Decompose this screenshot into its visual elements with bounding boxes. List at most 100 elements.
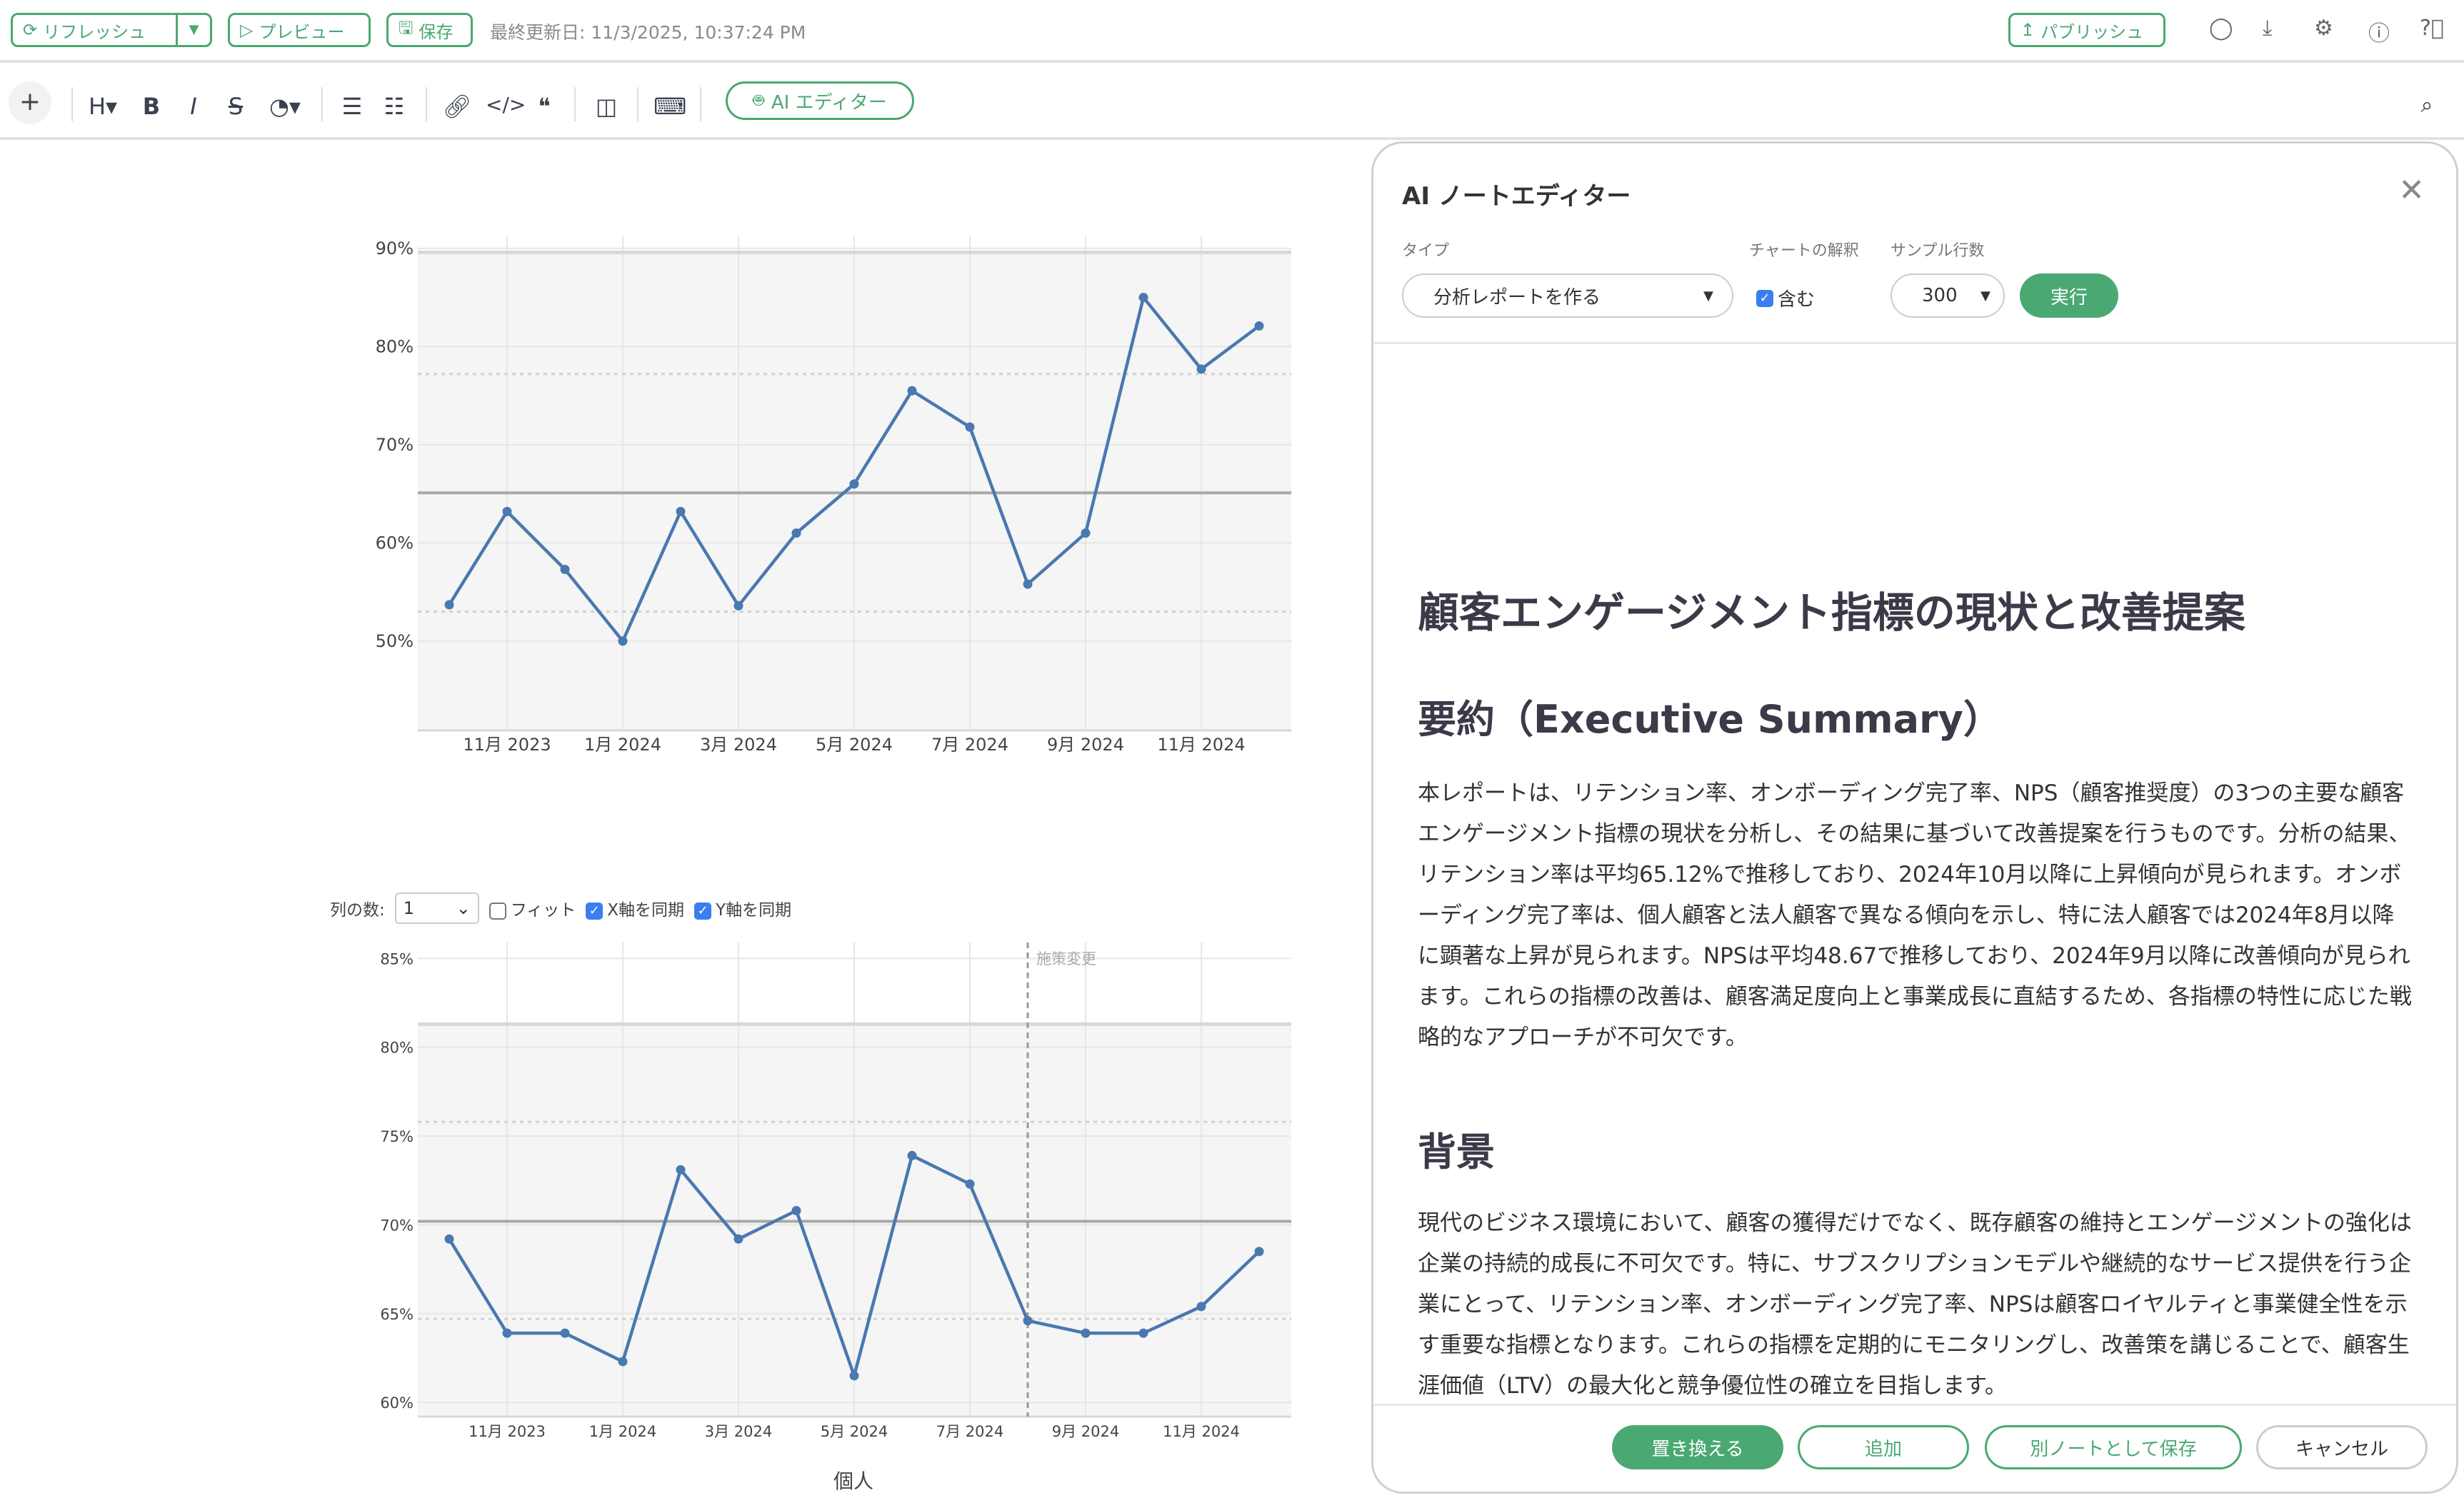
columns-icon[interactable]: ◫ <box>595 93 618 120</box>
bullet-list-icon[interactable]: ☰ <box>341 93 363 120</box>
panel-title: AI ノートエディター <box>1402 182 1631 211</box>
x-axis-label: 個人 <box>833 1469 873 1493</box>
checkmark-icon: ✓ <box>694 902 712 920</box>
cancel-button[interactable]: キャンセル <box>2256 1425 2428 1469</box>
divider <box>321 87 323 121</box>
y-tick-label: 85% <box>380 950 414 967</box>
divider <box>574 87 576 121</box>
data-point <box>849 1371 859 1381</box>
x-tick-label: 3月 2024 <box>700 735 777 755</box>
include-checkbox[interactable]: ✓ 含む <box>1756 285 1815 311</box>
refresh-label: リフレッシュ <box>43 21 146 42</box>
color-icon[interactable]: ◔▾ <box>269 93 301 120</box>
x-tick-label: 5月 2024 <box>821 1423 888 1440</box>
sync-x-checkbox[interactable]: ✓ X軸を同期 <box>586 896 684 920</box>
type-label: タイプ <box>1402 242 1450 260</box>
append-button[interactable]: 追加 <box>1798 1425 1969 1469</box>
section-heading: 要約（Executive Summary） <box>1418 697 2002 742</box>
divider <box>1373 1404 2456 1406</box>
strikethrough-icon[interactable]: S <box>228 93 244 120</box>
upload-icon: ↥ <box>2020 20 2035 40</box>
italic-icon[interactable]: I <box>190 93 197 120</box>
data-point <box>676 506 686 516</box>
columns-select[interactable]: 1 ⌄ <box>394 893 479 924</box>
refresh-button[interactable]: ⟳ リフレッシュ ▼ <box>11 13 212 47</box>
info-icon[interactable]: ⓘ <box>2368 21 2390 46</box>
y-tick-label: 70% <box>376 435 414 455</box>
x-tick-label: 3月 2024 <box>705 1423 772 1440</box>
checkmark-icon: ✓ <box>586 902 604 920</box>
x-tick-label: 11月 2023 <box>463 735 551 755</box>
type-select[interactable]: 分析レポートを作る ▼ <box>1402 273 1733 318</box>
refresh-dropdown-button[interactable]: ▼ <box>176 15 210 45</box>
comment-icon[interactable]: ◯ <box>2209 16 2233 41</box>
save-button[interactable]: 🖫 保存 <box>386 13 473 47</box>
y-tick-label: 80% <box>376 336 414 356</box>
play-icon: ▷ <box>240 20 254 40</box>
x-tick-label: 7月 2024 <box>936 1423 1003 1440</box>
data-point <box>791 1206 801 1216</box>
x-tick-label: 9月 2024 <box>1052 1423 1119 1440</box>
data-point <box>965 1179 975 1189</box>
run-button[interactable]: 実行 <box>2020 273 2118 318</box>
sample-rows-value: 300 <box>1922 285 1958 306</box>
chart-interpretation-label: チャートの解釈 <box>1749 242 1859 260</box>
save-icon: 🖫 <box>399 17 414 38</box>
data-point <box>1023 579 1033 589</box>
editor-toolbar: + H▾ B I S ◔▾ ☰ ☷ 🔗︎ </> ❝ ◫ ⌨ 🤖︎ AI エディ… <box>0 66 2464 140</box>
preview-label: プレビュー <box>259 21 345 42</box>
numbered-list-icon[interactable]: ☷ <box>384 93 405 120</box>
search-icon[interactable]: ⌕ <box>2420 93 2433 118</box>
sample-rows-label: サンプル行数 <box>1890 242 1985 260</box>
download-icon[interactable]: ⤓ <box>2263 16 2273 41</box>
help-icon[interactable]: ?⃝ <box>2420 16 2444 41</box>
ai-editor-button[interactable]: 🤖︎ AI エディター <box>726 81 914 120</box>
data-point <box>444 1234 454 1244</box>
keyboard-icon[interactable]: ⌨ <box>653 93 687 120</box>
report-content[interactable]: 顧客エンゲージメント指標の現状と改善提案 要約（Executive Summar… <box>1418 358 2418 1404</box>
data-point <box>1196 364 1206 374</box>
bold-icon[interactable]: B <box>142 93 161 120</box>
link-icon[interactable]: 🔗︎ <box>442 93 472 120</box>
sample-rows-select[interactable]: 300 ▼ <box>1890 273 2005 318</box>
data-point <box>1023 1316 1033 1326</box>
checkmark-icon: ✓ <box>1756 289 1773 307</box>
divider <box>1373 342 2456 344</box>
chevron-down-icon: ⌄ <box>456 898 471 918</box>
publish-button[interactable]: ↥ パブリッシュ <box>2008 13 2165 47</box>
y-tick-label: 70% <box>380 1217 414 1234</box>
divider <box>71 87 73 121</box>
data-point <box>907 1150 917 1160</box>
checkbox-icon <box>489 902 506 920</box>
include-label: 含む <box>1778 289 1816 311</box>
heading-icon[interactable]: H▾ <box>88 93 118 120</box>
ai-note-editor-panel: AI ノートエディター ✕ タイプ チャートの解釈 サンプル行数 分析レポートを… <box>1371 141 2458 1494</box>
publish-label: パブリッシュ <box>2040 21 2144 42</box>
data-point <box>1196 1302 1206 1312</box>
y-tick-label: 60% <box>380 1394 414 1412</box>
fit-checkbox[interactable]: フィット <box>489 896 576 920</box>
x-tick-label: 1月 2024 <box>584 735 661 755</box>
data-point <box>791 528 801 538</box>
sync-y-checkbox[interactable]: ✓ Y軸を同期 <box>694 896 791 920</box>
plus-icon[interactable]: + <box>9 81 51 124</box>
y-tick-label: 50% <box>376 631 414 651</box>
section-body: 本レポートは、リテンション率、オンボーディング完了率、NPS（顧客推奨度）の3つ… <box>1418 780 2412 1050</box>
quote-icon[interactable]: ❝ <box>538 93 551 120</box>
report-title: 顧客エンゲージメント指標の現状と改善提案 <box>1418 588 2245 637</box>
gear-icon[interactable]: ⚙ <box>2314 16 2333 41</box>
data-point <box>1138 293 1148 303</box>
data-point <box>1081 528 1091 538</box>
save-as-note-button[interactable]: 別ノートとして保存 <box>1985 1425 2242 1469</box>
divider <box>637 87 638 121</box>
close-icon[interactable]: ✕ <box>2398 172 2425 208</box>
data-point <box>444 600 454 610</box>
ai-editor-label: AI エディター <box>771 91 887 114</box>
y-tick-label: 75% <box>380 1128 414 1145</box>
x-tick-label: 11月 2024 <box>1157 735 1245 755</box>
preview-button[interactable]: ▷ プレビュー <box>228 13 371 47</box>
caret-down-icon: ▼ <box>1980 288 1990 303</box>
save-label: 保存 <box>419 21 454 42</box>
replace-button[interactable]: 置き換える <box>1612 1425 1783 1469</box>
y-tick-label: 65% <box>380 1306 414 1323</box>
